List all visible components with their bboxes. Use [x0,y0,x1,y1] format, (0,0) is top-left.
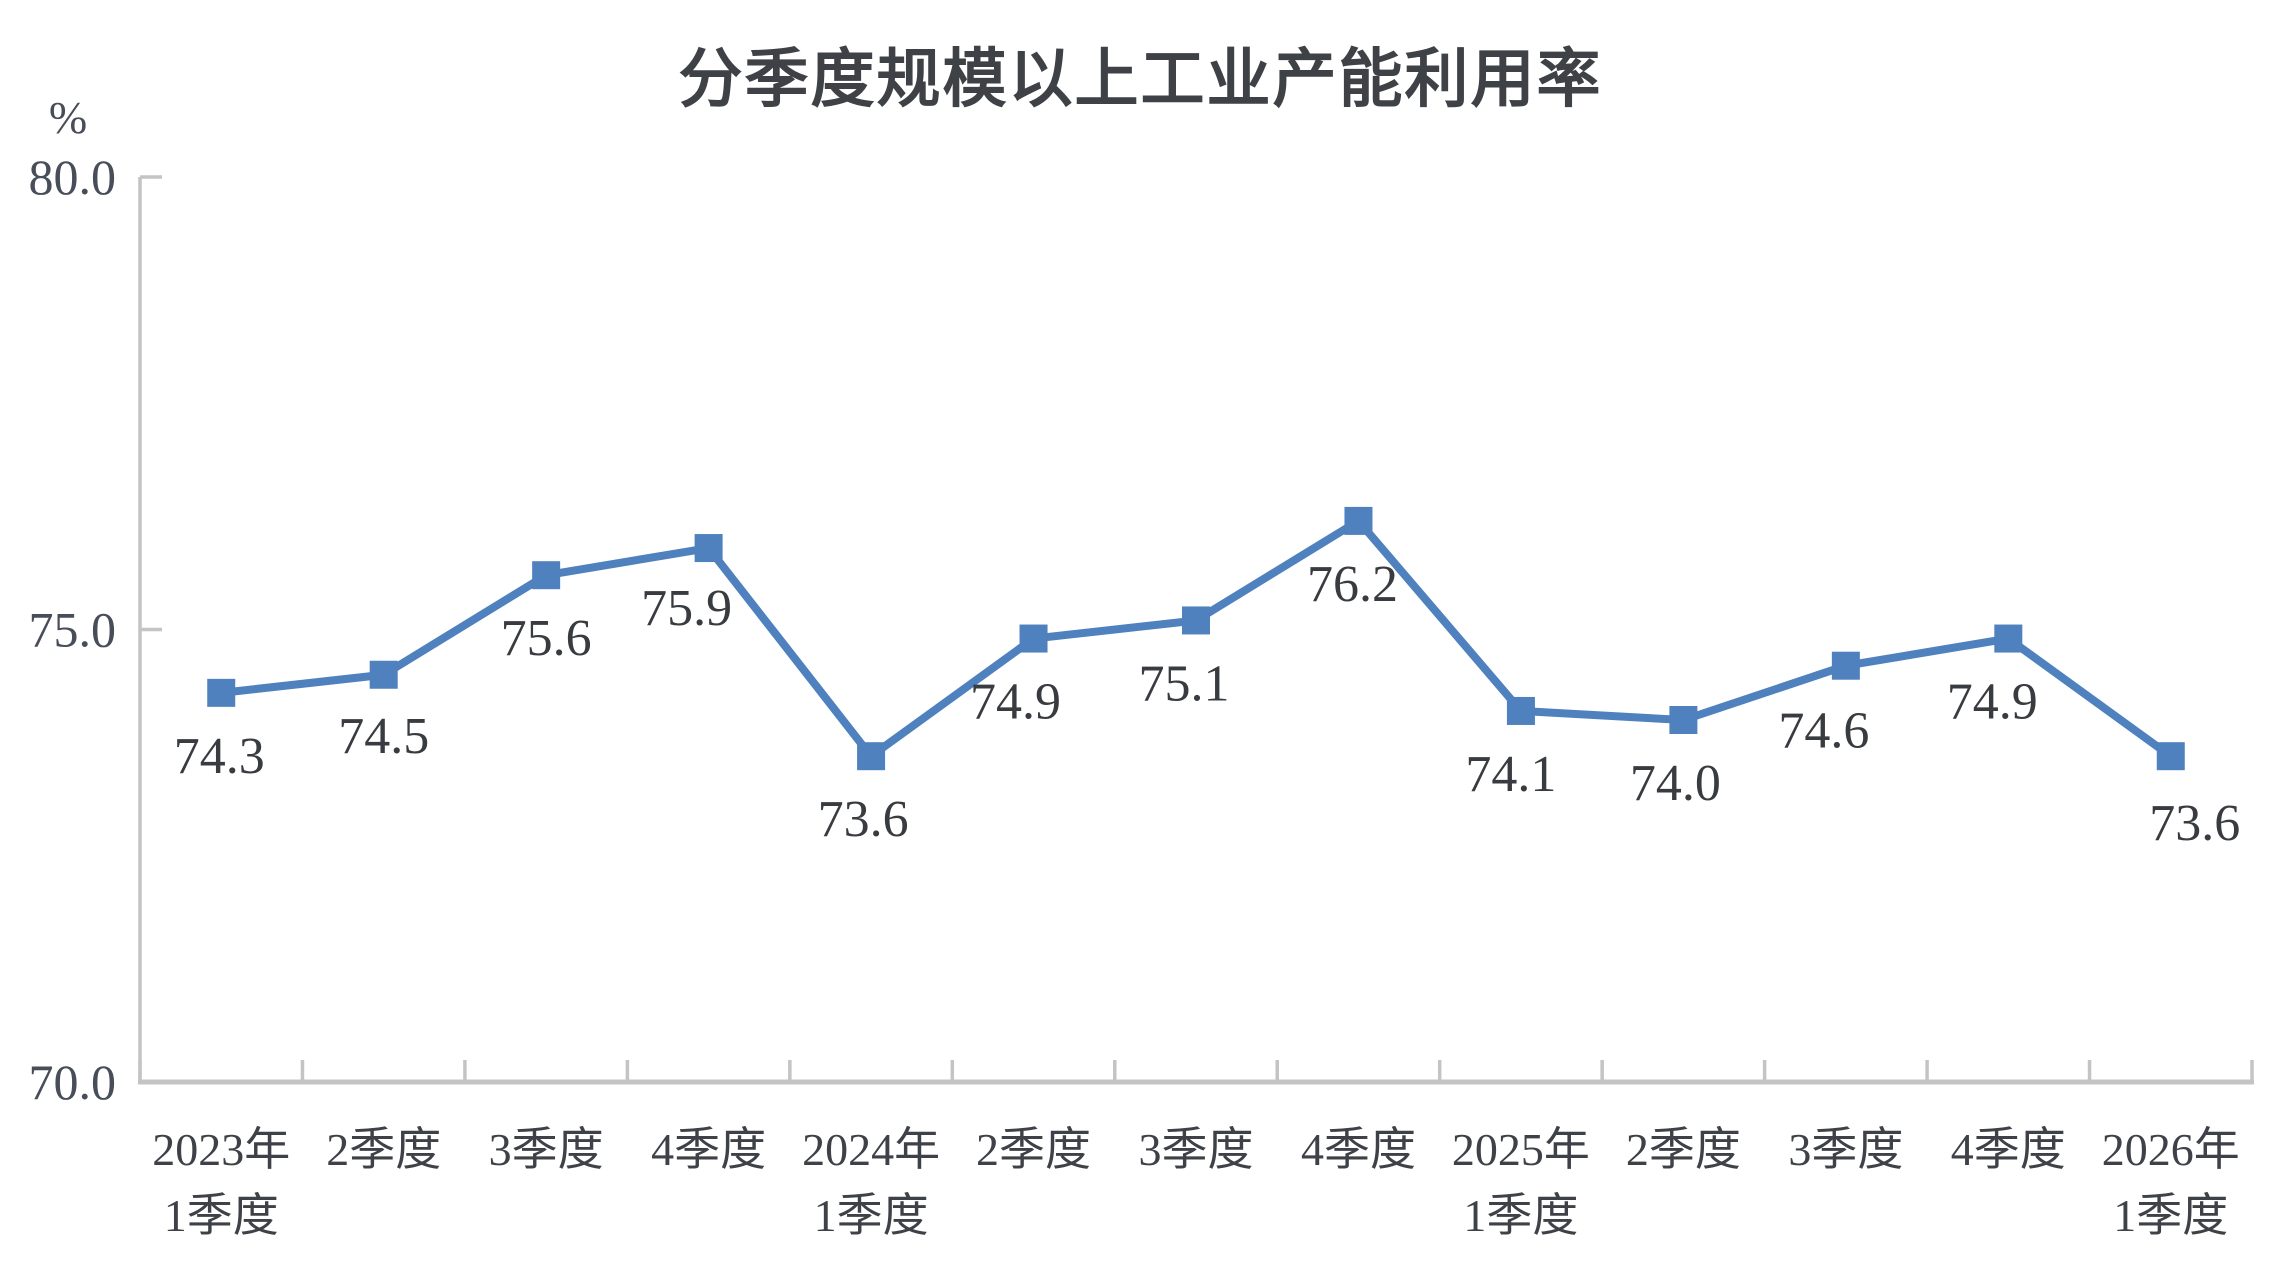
x-axis-category-label: 3季度 [1788,1124,1903,1175]
data-point-marker [207,678,236,707]
y-axis-tick-label: 80.0 [29,149,117,205]
x-axis-category-label: 2023年 [152,1124,290,1175]
data-point-marker [857,742,886,771]
data-point-label: 74.3 [174,728,265,785]
x-axis-category-label: 1季度 [814,1190,929,1241]
data-point-label: 75.6 [501,610,592,667]
data-point-label: 74.6 [1778,703,1869,760]
x-axis-category-label: 4季度 [1301,1124,1416,1175]
x-axis-category-label: 2季度 [1626,1124,1741,1175]
data-point-label: 74.5 [338,708,429,765]
data-point-label: 75.9 [641,580,732,637]
data-point-label: 76.2 [1307,556,1398,613]
x-axis-category-label: 4季度 [651,1124,766,1175]
data-point-label: 73.6 [818,791,909,848]
data-point-marker [1182,606,1210,635]
chart-title: 分季度规模以上工业产能利用率 [678,43,1603,115]
data-point-label: 74.0 [1630,755,1721,812]
x-axis-category-label: 3季度 [1139,1124,1254,1175]
x-axis-category-label: 1季度 [164,1190,279,1241]
y-axis-unit-label: % [49,92,87,143]
data-point-label: 74.1 [1465,746,1556,803]
data-point-marker [694,534,723,563]
data-point-label: 74.9 [970,674,1061,731]
x-axis-category-label: 1季度 [1463,1190,1578,1241]
x-axis-category-label: 2024年 [802,1124,940,1175]
data-point-marker [1019,624,1048,653]
x-axis-category-label: 1季度 [2113,1190,2228,1241]
data-point-marker [1506,696,1535,725]
x-axis-category-label: 2季度 [326,1124,441,1175]
data-point-label: 75.1 [1139,655,1230,712]
data-point-marker [1994,624,2023,653]
x-axis-category-label: 2025年 [1452,1124,1590,1175]
data-point-marker [1831,651,1860,680]
y-axis-tick-label: 70.0 [29,1054,117,1110]
x-axis-category-label: 2026年 [2102,1124,2240,1175]
x-axis-category-label: 2季度 [976,1124,1091,1175]
x-axis-category-label: 4季度 [1951,1124,2066,1175]
y-axis-tick-label: 75.0 [29,602,117,658]
data-point-label: 74.9 [1947,674,2038,731]
data-point-marker [2156,742,2185,771]
data-point-label: 73.6 [2149,795,2240,852]
data-point-marker [1344,506,1373,535]
data-point-marker [369,660,398,689]
data-point-marker [1669,706,1698,734]
x-axis-category-label: 3季度 [489,1124,604,1175]
data-point-marker [532,561,561,590]
